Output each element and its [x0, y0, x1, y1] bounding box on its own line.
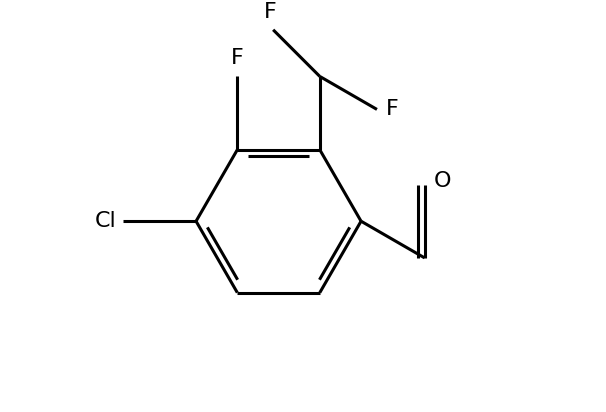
Text: Cl: Cl: [95, 211, 116, 231]
Text: F: F: [231, 49, 244, 68]
Text: F: F: [264, 2, 276, 22]
Text: O: O: [434, 171, 451, 192]
Text: F: F: [386, 99, 399, 119]
